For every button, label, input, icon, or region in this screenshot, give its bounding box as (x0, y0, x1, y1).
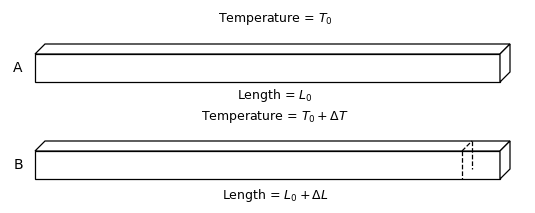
Text: Length = $L_0 + \Delta L$: Length = $L_0 + \Delta L$ (221, 187, 328, 203)
Polygon shape (35, 44, 510, 54)
Bar (35, 151, 500, 179)
Text: Length = $L_0$: Length = $L_0$ (237, 88, 313, 105)
Text: B: B (13, 158, 23, 172)
Bar (35, 54, 500, 82)
Text: Temperature = $T_0 + \Delta T$: Temperature = $T_0 + \Delta T$ (201, 109, 349, 125)
Text: A: A (13, 61, 23, 75)
Polygon shape (35, 141, 510, 151)
Polygon shape (500, 44, 510, 82)
Polygon shape (500, 141, 510, 179)
Text: Temperature = $T_0$: Temperature = $T_0$ (218, 11, 332, 27)
